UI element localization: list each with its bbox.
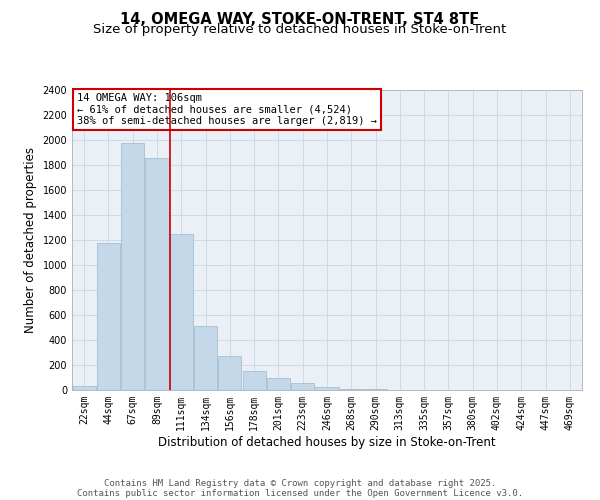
Bar <box>291 383 314 390</box>
Bar <box>73 386 95 390</box>
Bar <box>145 158 169 390</box>
Text: 14 OMEGA WAY: 106sqm
← 61% of detached houses are smaller (4,524)
38% of semi-de: 14 OMEGA WAY: 106sqm ← 61% of detached h… <box>77 93 377 126</box>
Bar <box>194 326 217 390</box>
Bar <box>316 387 338 390</box>
Text: 14, OMEGA WAY, STOKE-ON-TRENT, ST4 8TF: 14, OMEGA WAY, STOKE-ON-TRENT, ST4 8TF <box>121 12 479 28</box>
Text: Contains public sector information licensed under the Open Government Licence v3: Contains public sector information licen… <box>77 488 523 498</box>
Text: Distribution of detached houses by size in Stoke-on-Trent: Distribution of detached houses by size … <box>158 436 496 449</box>
Bar <box>340 389 363 390</box>
Y-axis label: Number of detached properties: Number of detached properties <box>24 147 37 333</box>
Bar <box>97 243 120 390</box>
Bar <box>170 234 193 390</box>
Bar <box>267 378 290 390</box>
Bar <box>242 370 266 390</box>
Bar <box>121 143 144 390</box>
Text: Contains HM Land Registry data © Crown copyright and database right 2025.: Contains HM Land Registry data © Crown c… <box>104 478 496 488</box>
Bar <box>218 356 241 390</box>
Text: Size of property relative to detached houses in Stoke-on-Trent: Size of property relative to detached ho… <box>94 22 506 36</box>
